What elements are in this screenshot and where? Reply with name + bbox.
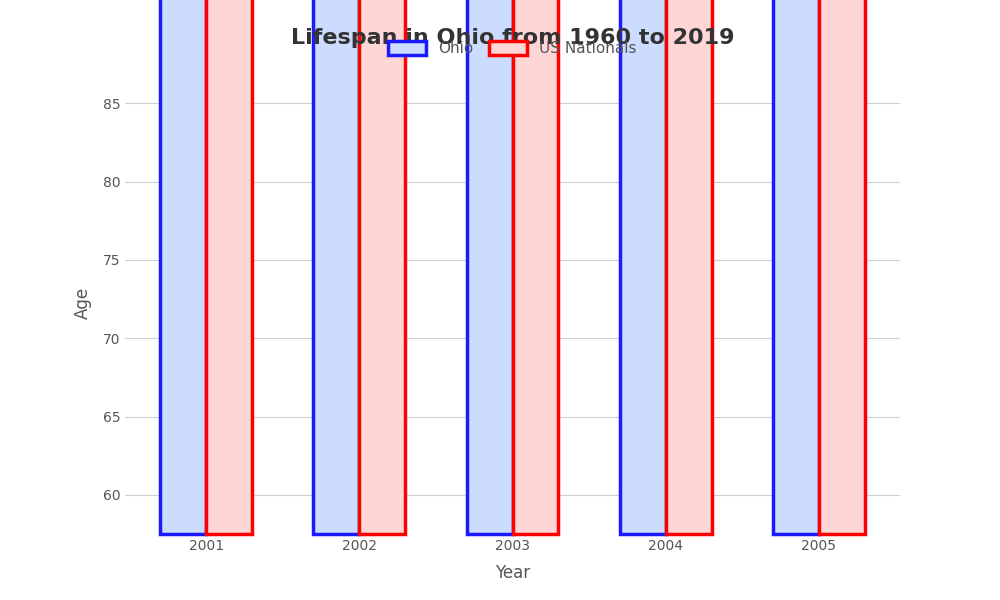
Bar [160,0,206,534]
Bar [359,0,405,534]
Bar [512,0,558,534]
Bar [467,0,512,534]
Bar [206,0,252,534]
Bar [773,0,819,534]
Title: Lifespan in Ohio from 1960 to 2019: Lifespan in Ohio from 1960 to 2019 [291,28,734,48]
Legend: Ohio, US Nationals: Ohio, US Nationals [380,34,645,64]
Bar [313,0,359,534]
Bar [819,0,865,534]
Bar [666,0,712,534]
Y-axis label: Age: Age [73,287,91,319]
Bar [620,0,666,534]
X-axis label: Year: Year [495,564,530,582]
